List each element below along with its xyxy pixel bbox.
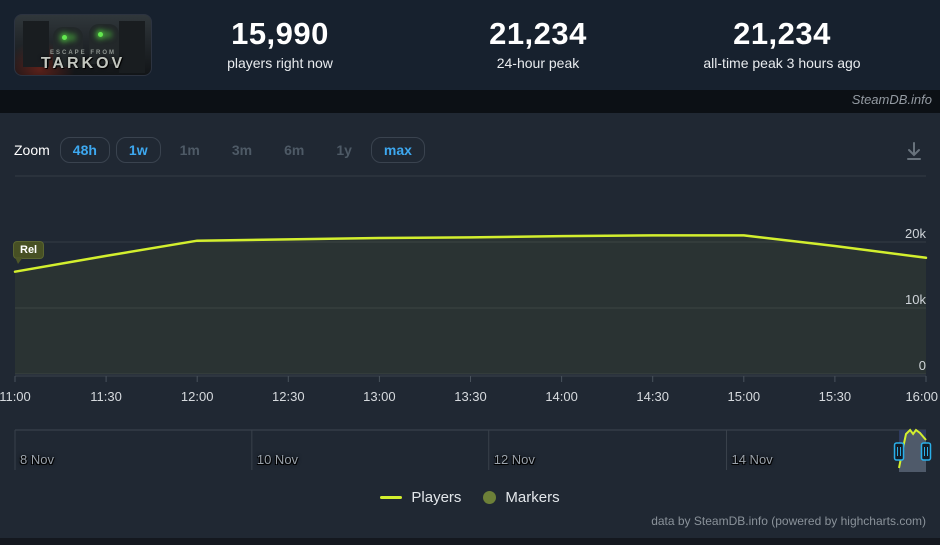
zoom-button-1m: 1m [167,137,213,163]
peak-24h-value: 21,234 [489,16,587,51]
peak-24h-label: 24-hour peak [496,55,580,71]
zoom-toolbar: Zoom 48h 1w 1m 3m 6m 1y max [14,135,431,165]
x-axis-label-15:00: 15:00 [727,389,761,404]
players-now-label: players right now [227,55,333,71]
legend-item-players[interactable]: Players [380,489,461,506]
zoom-button-48h[interactable]: 48h [59,137,110,163]
zoom-button-max[interactable]: max [370,137,425,163]
chart-legend: Players Markers [0,489,940,506]
x-axis-label-16:00: 16:00 [905,389,938,404]
x-axis-label-13:30: 13:30 [454,389,487,404]
navigator-date-8 Nov: 8 Nov [20,452,54,467]
players-line-swatch [380,496,403,499]
alltime-peak-label: all-time peak 3 hours ago [703,55,861,71]
stat-players-now: 15,990 players right now [160,16,400,71]
release-flag[interactable]: Rel [13,241,45,264]
stats-header: ESCAPE FROM TARKOV 15,990 players right … [0,0,940,90]
alltime-peak-value: 21,234 [733,16,831,51]
y-axis-label-20k: 20k [905,226,926,241]
capsule-building-left [23,21,49,67]
y-axis-label-10k: 10k [905,292,926,307]
players-now-value: 15,990 [231,16,329,51]
x-axis-label-12:00: 12:00 [180,389,214,404]
game-capsule-image[interactable]: ESCAPE FROM TARKOV [14,14,152,76]
zoom-label: Zoom [14,142,50,158]
navigator-date-12 Nov: 12 Nov [493,452,535,467]
legend-item-markers[interactable]: Markers [483,489,560,506]
nightvision-glow-icon [62,35,67,40]
stat-24h-peak: 21,234 24-hour peak [418,16,658,71]
chart-credit: data by SteamDB.info (powered by highcha… [651,514,926,528]
capsule-soldier-right [89,24,119,64]
x-axis-label-13:00: 13:00 [363,389,396,404]
stat-alltime-peak: 21,234 all-time peak 3 hours ago [662,16,902,71]
zoom-button-3m: 3m [219,137,265,163]
x-axis-label-11:30: 11:30 [90,389,122,404]
x-axis-label-15:30: 15:30 [818,389,852,404]
capsule-building-right [119,21,145,73]
steamdb-watermark: SteamDB.info [851,92,932,107]
nightvision-glow-icon [98,32,103,37]
watermark-bar: SteamDB.info [0,90,940,113]
x-axis-label-14:30: 14:30 [636,389,669,404]
navigator-date-14 Nov: 14 Nov [731,452,773,467]
zoom-button-1y: 1y [323,137,365,163]
game-title-small: ESCAPE FROM [49,50,116,56]
game-title-logo: TARKOV [40,55,126,72]
y-axis-label-0: 0 [918,358,926,373]
zoom-button-1w[interactable]: 1w [115,137,161,163]
download-icon[interactable] [902,139,926,163]
legend-players-label: Players [411,489,462,506]
x-axis-label-14:00: 14:00 [545,389,578,404]
markers-dot-swatch [483,491,497,504]
navigator-right-handle[interactable] [920,442,932,461]
x-axis-label-11:00: 11:00 [0,389,31,404]
zoom-button-6m: 6m [271,137,317,163]
navigator-date-10 Nov: 10 Nov [256,452,299,467]
capsule-soldier-left [53,27,83,67]
x-axis-label-12:30: 12:30 [272,389,305,404]
navigator-left-handle[interactable] [893,442,905,461]
bottom-strip [0,538,940,545]
legend-markers-label: Markers [505,489,560,506]
